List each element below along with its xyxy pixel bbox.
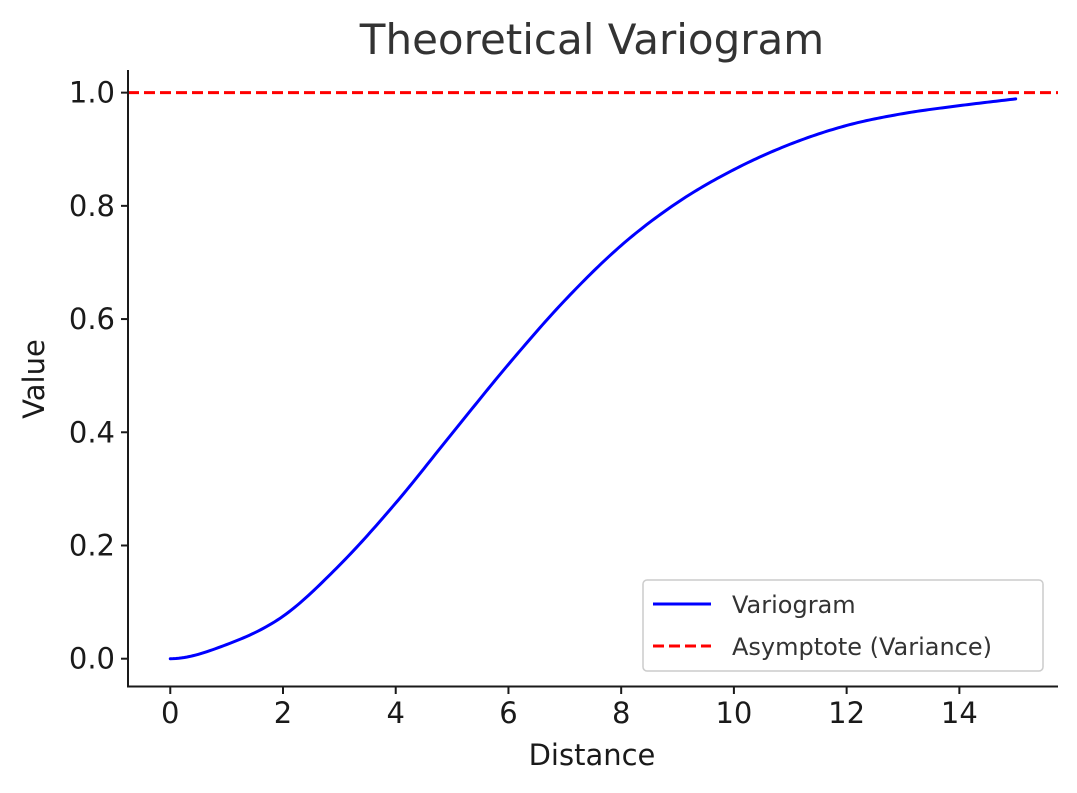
x-tick-label: 10 — [715, 696, 752, 730]
x-tick-label: 2 — [274, 696, 292, 730]
y-tick-label: 0.6 — [69, 302, 115, 336]
x-tick-label: 6 — [499, 696, 517, 730]
y-tick-label: 0.0 — [69, 642, 115, 676]
y-tick-label: 0.4 — [69, 415, 115, 449]
legend-label-asymptote: Asymptote (Variance) — [732, 633, 992, 661]
y-tick-label: 0.2 — [69, 528, 115, 562]
x-axis-label: Distance — [529, 738, 656, 772]
y-axis-ticks: 0.0 0.2 0.4 0.6 0.8 1.0 — [69, 76, 128, 676]
legend: Variogram Asymptote (Variance) — [642, 579, 1044, 672]
x-tick-label: 12 — [828, 696, 865, 730]
legend-box — [642, 579, 1044, 672]
x-axis-ticks: 0 2 4 6 8 10 12 14 — [161, 687, 978, 730]
x-tick-label: 8 — [612, 696, 630, 730]
legend-label-variogram: Variogram — [732, 591, 856, 619]
chart-title: Theoretical Variogram — [359, 15, 824, 64]
x-tick-label: 14 — [941, 696, 978, 730]
y-axis-label: Value — [17, 339, 51, 419]
x-tick-label: 0 — [161, 696, 179, 730]
y-tick-label: 1.0 — [69, 76, 115, 110]
x-tick-label: 4 — [387, 696, 405, 730]
y-tick-label: 0.8 — [69, 189, 115, 223]
variogram-line — [168, 97, 1018, 661]
plot-area — [128, 91, 1058, 661]
